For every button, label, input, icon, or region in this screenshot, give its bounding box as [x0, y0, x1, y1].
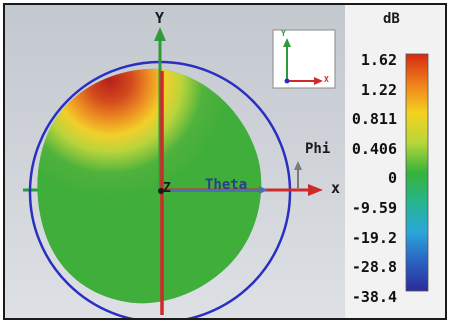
color-scale-tick-label: 1.22	[360, 80, 397, 99]
z-axis-label: Z	[163, 181, 171, 196]
plot-frame: Y Z Theta Phi x Y X dB 1.	[3, 3, 447, 320]
y-axis-arrow-icon	[154, 27, 166, 41]
color-scale-tick-label: -9.59	[351, 199, 397, 217]
color-scale-tick-label: 0.811	[351, 110, 397, 129]
color-scale-panel: dB 1.62 1.22 0.811 0.406 0 -9.59 -19.2 -28.8 -38…	[345, 5, 445, 318]
radiation-pattern-view[interactable]	[5, 5, 345, 318]
origin-point	[158, 188, 164, 194]
triad-y-label: Y	[281, 29, 286, 38]
color-scale-tick-label: 1.62	[360, 51, 397, 69]
color-scale-tick-label: -38.4	[351, 287, 397, 306]
x-axis-label: x	[331, 179, 341, 197]
y-axis-label: Y	[155, 9, 165, 27]
orientation-triad	[272, 29, 336, 89]
theta-label: Theta	[205, 177, 248, 193]
color-scale-bar	[405, 53, 429, 292]
theta-arrow-icon	[259, 186, 268, 194]
color-scale-tick-label: 0.406	[351, 139, 397, 158]
triad-y-arrow-icon	[283, 38, 291, 47]
triad-x-arrow-icon	[314, 77, 323, 85]
color-scale-tick-label: -28.8	[351, 258, 397, 277]
triad-x-label: X	[324, 75, 329, 84]
phi-arrow-icon	[294, 161, 302, 170]
color-scale-unit: dB	[383, 11, 400, 27]
phi-label: Phi	[305, 141, 331, 157]
radiation-pattern-surface	[37, 68, 262, 304]
color-scale-tick-label: 0	[387, 169, 397, 188]
color-scale-tick-label: -19.2	[351, 228, 397, 247]
x-axis-arrow-icon	[308, 184, 323, 196]
